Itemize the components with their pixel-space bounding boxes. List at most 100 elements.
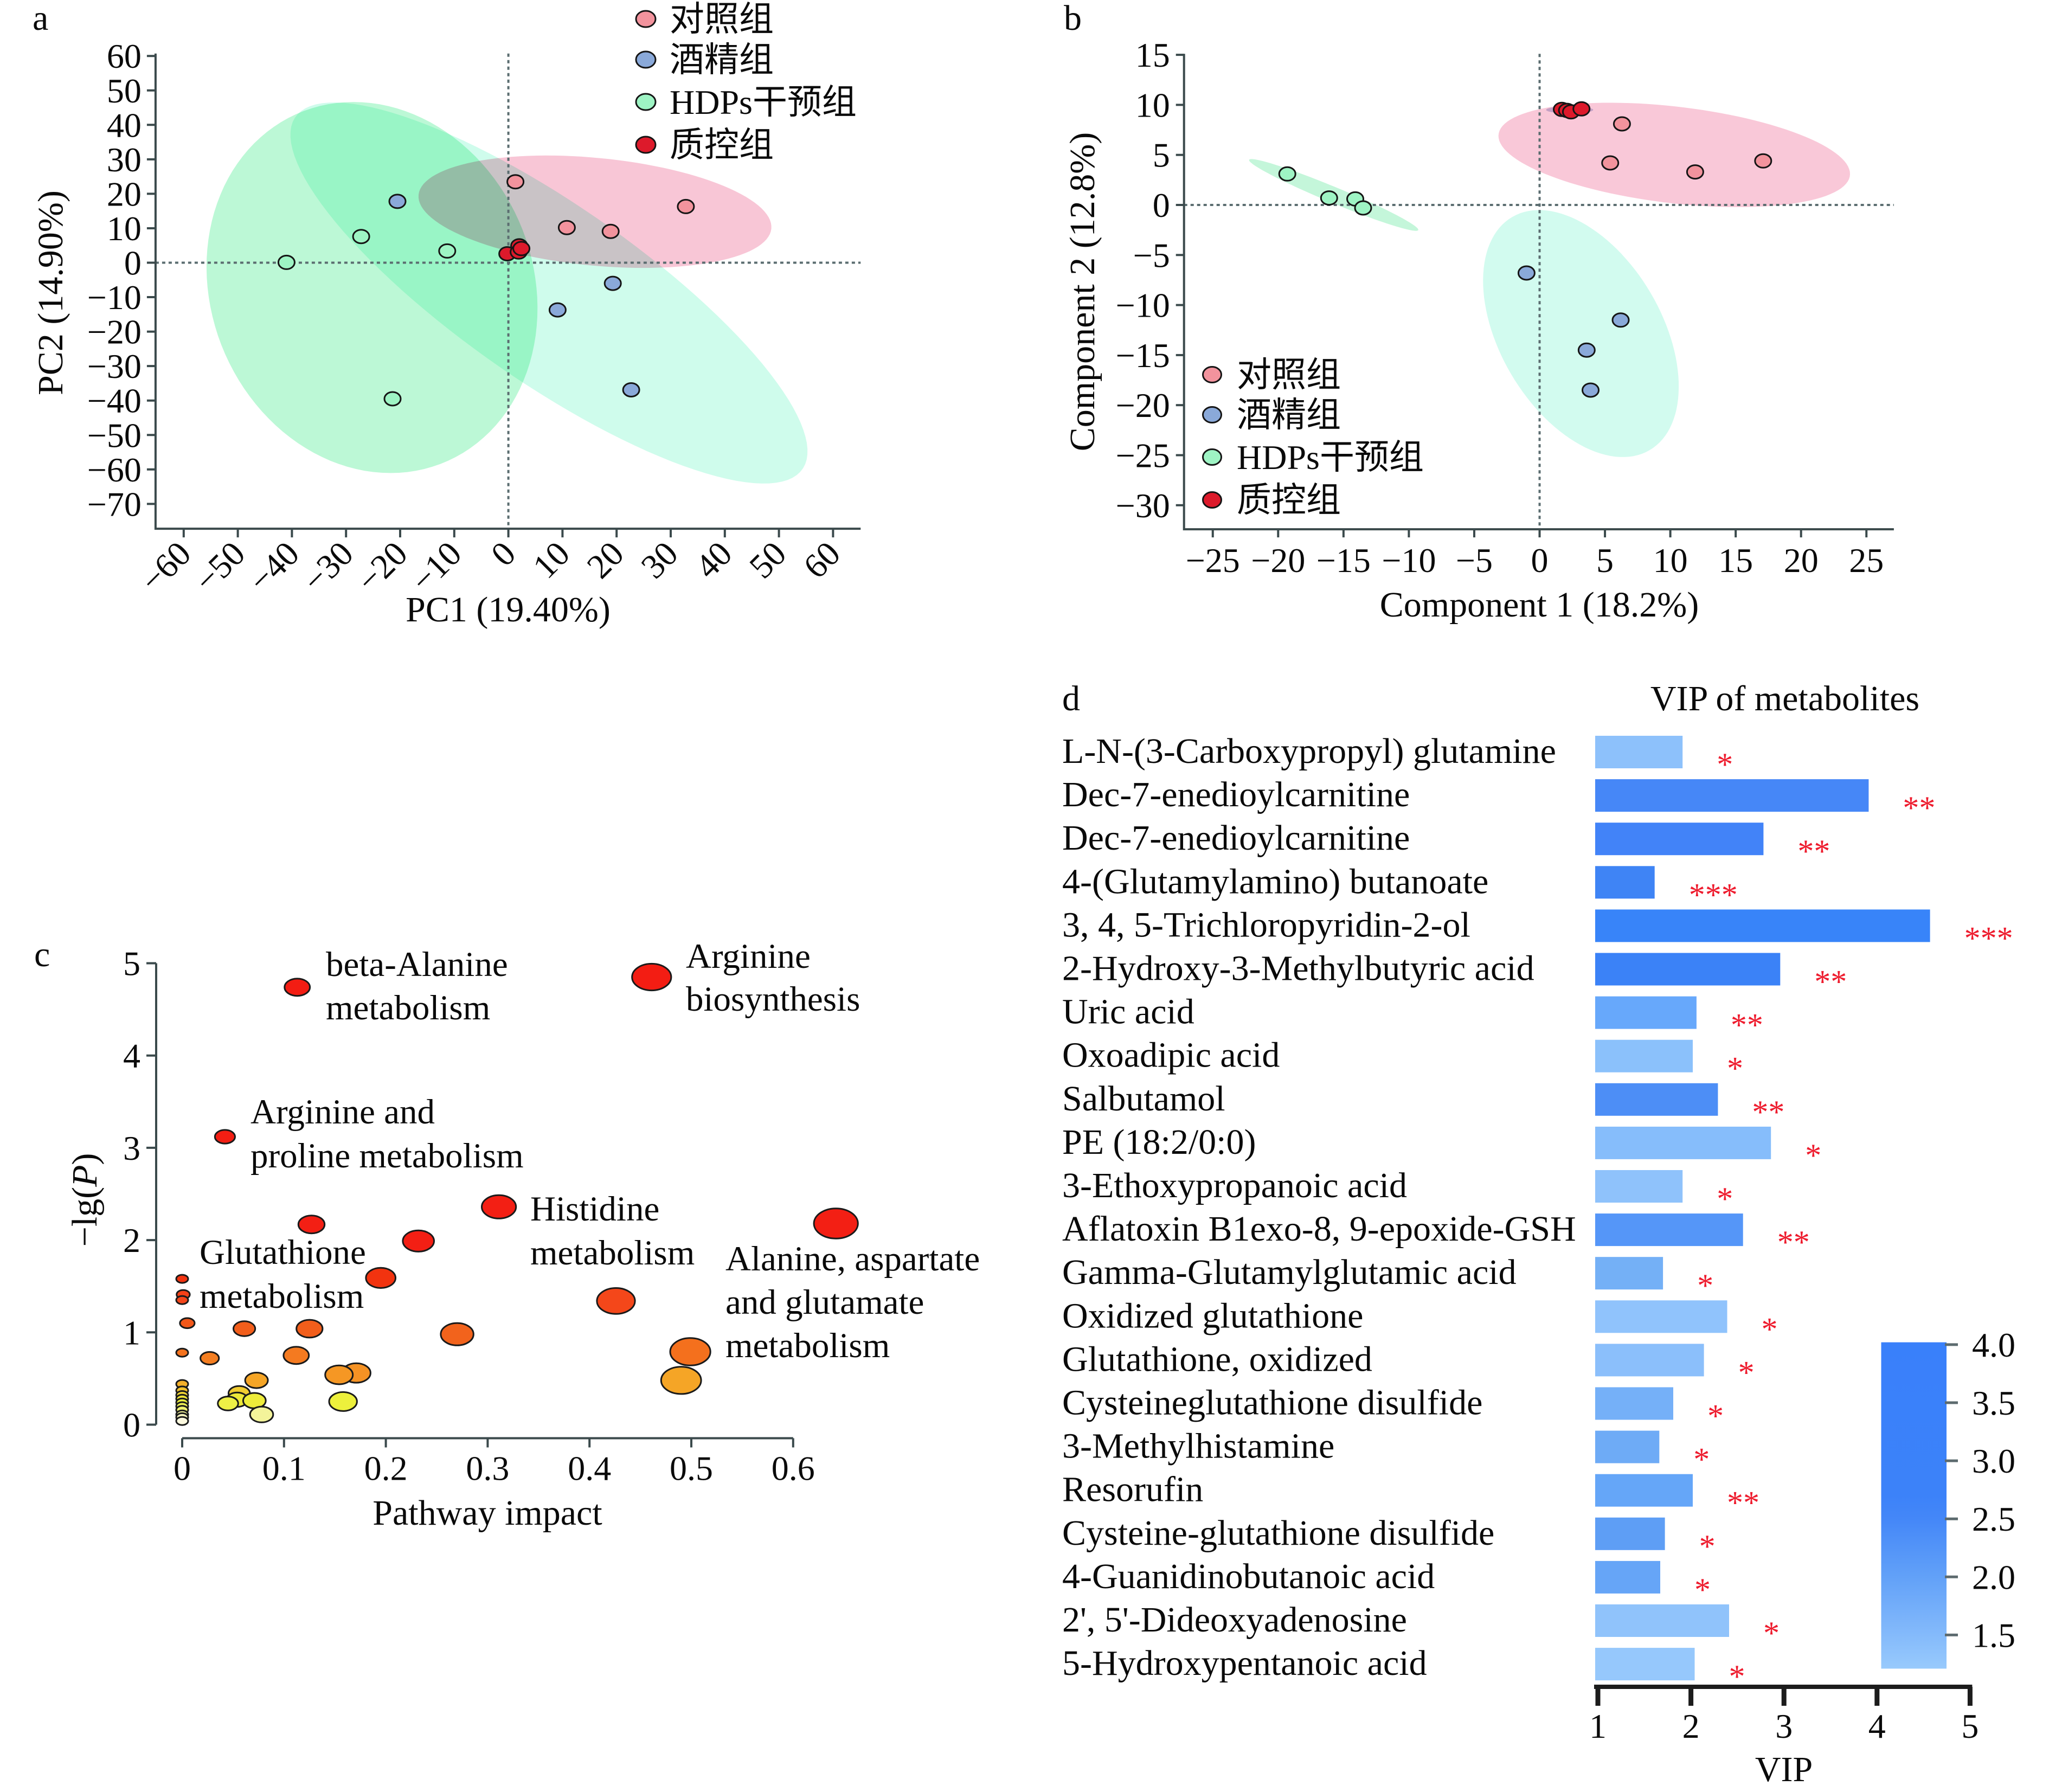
x-tick-label: 0.3 xyxy=(466,1449,509,1488)
significance-stars: * xyxy=(1738,1354,1755,1390)
data-point xyxy=(1572,101,1591,117)
y-tick-label: −60 xyxy=(87,451,142,489)
data-point xyxy=(622,382,640,397)
pathway-bubble xyxy=(669,1337,711,1366)
reference-lines xyxy=(1184,54,1894,530)
vip-bar xyxy=(1595,866,1655,899)
significance-stars: ** xyxy=(1903,790,1935,826)
vip-bar xyxy=(1595,1387,1673,1420)
pathway-annotations: beta-Alanine metabolism Arginine biosynthe… xyxy=(200,937,980,1365)
pathway-bubble xyxy=(282,1346,310,1365)
significance-stars: ** xyxy=(1814,964,1847,1000)
pathway-bubble xyxy=(596,1287,636,1315)
y-tick-label: −40 xyxy=(87,382,142,420)
metabolite-label: Oxoadipic acid xyxy=(1062,1036,1280,1075)
data-point xyxy=(1278,166,1296,182)
significance-stars: ** xyxy=(1731,1007,1763,1043)
data-point xyxy=(1320,190,1338,206)
legend-item: 酒精组 xyxy=(635,41,774,79)
y-tick-label: 5 xyxy=(1153,136,1170,175)
y-tick-label: −10 xyxy=(1116,286,1170,325)
significance-stars: * xyxy=(1729,1659,1745,1694)
annotation-arginine-biosynthesis: Arginine biosynthesis xyxy=(686,937,860,1019)
annotation-line: metabolism xyxy=(530,1234,695,1273)
vip-bar xyxy=(1595,1257,1663,1290)
vip-bar xyxy=(1595,1517,1665,1550)
annotation-line: Histidine xyxy=(530,1190,659,1229)
x-tick-label: 25 xyxy=(1849,541,1884,580)
y-axis-title-prefix: −lg( xyxy=(65,1187,105,1247)
significance-stars: * xyxy=(1694,1572,1711,1608)
metabolite-label: Dec-7-enedioylcarnitine xyxy=(1062,775,1410,814)
metabolite-label: Cysteine-glutathione disulfide xyxy=(1062,1513,1494,1553)
significance-stars: ** xyxy=(1777,1224,1810,1260)
data-point xyxy=(1577,342,1596,358)
vip-bar xyxy=(1595,1474,1693,1507)
x-tick-label: 20 xyxy=(1784,541,1819,580)
y-tick-label: 2 xyxy=(123,1221,140,1260)
y-tick-label: 10 xyxy=(1135,86,1170,124)
legend-item: 质控组 xyxy=(1202,481,1341,519)
panel-d-vip-bar-chart: d VIP of metabolites L-N-(3-Carboxypropy… xyxy=(1062,679,2015,1789)
pathway-bubble xyxy=(175,1416,189,1426)
pathway-bubble xyxy=(179,1317,196,1329)
vip-bar xyxy=(1595,953,1781,986)
pathway-bubble xyxy=(175,1274,189,1284)
legend-item: HDPs干预组 xyxy=(1202,438,1424,477)
y-tick-label: 15 xyxy=(1135,36,1170,74)
vip-bar xyxy=(1595,736,1683,768)
significance-stars: ** xyxy=(1797,833,1830,869)
annotation-line: metabolism xyxy=(200,1277,364,1316)
metabolite-label: PE (18:2/0:0) xyxy=(1062,1122,1256,1162)
data-point xyxy=(1517,265,1536,281)
panel-b-plsda-score-plot: b 15 10 5 0 −5 −10 −15 −20 −25 −30 −25 −20 −15 −10 −5 0… xyxy=(1063,0,1894,625)
data-point xyxy=(1686,164,1704,180)
legend-marker-icon xyxy=(635,136,657,154)
confidence-ellipse xyxy=(206,102,538,473)
metabolite-label: 3-Ethoxypropanoic acid xyxy=(1062,1166,1407,1205)
x-tick-label: 2 xyxy=(1682,1707,1700,1745)
significance-stars: * xyxy=(1693,1442,1710,1478)
x-tick-label: −15 xyxy=(1316,541,1371,580)
data-point xyxy=(1601,155,1620,171)
x-tick-label: 0.4 xyxy=(568,1449,611,1488)
y-tick-label: −30 xyxy=(1116,486,1170,525)
metabolite-label: 5-Hydroxypentanoic acid xyxy=(1062,1643,1427,1683)
annotation-glutathione-metabolism: Glutathione metabolism xyxy=(200,1233,366,1316)
confidence-ellipses xyxy=(206,102,808,484)
annotation-beta-alanine-metabolism: beta-Alanine metabolism xyxy=(326,945,508,1027)
y-tick-label: 1 xyxy=(123,1313,140,1352)
legend-item: 质控组 xyxy=(635,126,774,164)
x-axis-title: Component 1 (18.2%) xyxy=(1380,585,1699,625)
y-tick-label: 40 xyxy=(107,106,142,144)
data-point xyxy=(352,229,370,245)
pathway-bubble xyxy=(365,1267,397,1289)
annotation-line: and glutamate xyxy=(725,1283,924,1322)
significance-stars: *** xyxy=(1689,877,1738,913)
data-point xyxy=(388,194,407,209)
pathway-bubble xyxy=(328,1391,358,1412)
legend-label: 质控组 xyxy=(1237,481,1341,519)
data-point xyxy=(438,243,457,259)
panel-label-d: d xyxy=(1062,679,1080,718)
pathway-bubble xyxy=(481,1194,517,1219)
x-axis-title: VIP xyxy=(1755,1750,1813,1789)
vip-bar xyxy=(1595,1039,1693,1072)
metabolite-label: Gamma-Glutamylglutamic acid xyxy=(1062,1253,1517,1292)
y-tick-label: 0 xyxy=(1153,186,1170,224)
data-point xyxy=(1582,382,1600,398)
panel-c-pathway-bubble-plot: c 0 1 2 3 4 5 0 0.1 0.2 0.3 0.4 0.5 0.6 beta-Alanine… xyxy=(34,935,980,1533)
score-points xyxy=(277,174,695,407)
metabolite-label: Uric acid xyxy=(1062,992,1194,1032)
pathway-bubble xyxy=(233,1320,256,1337)
data-point xyxy=(1354,200,1372,216)
y-tick-label: −20 xyxy=(1116,386,1170,425)
annotation-line: Glutathione xyxy=(200,1233,366,1272)
metabolite-label: Dec-7-enedioylcarnitine xyxy=(1062,818,1410,858)
pathway-bubble xyxy=(175,1347,189,1358)
y-tick-label: −30 xyxy=(87,347,142,386)
vip-bar xyxy=(1595,1604,1729,1637)
pathway-bubble xyxy=(249,1405,274,1423)
legend-label: 对照组 xyxy=(670,0,774,38)
